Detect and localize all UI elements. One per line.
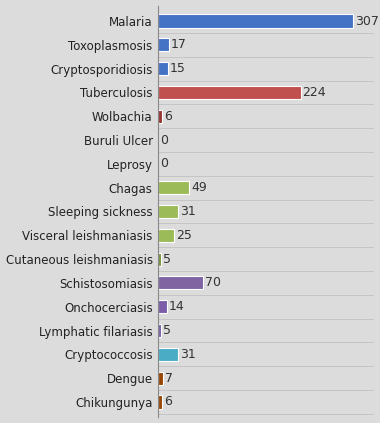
- Text: 307: 307: [355, 14, 379, 27]
- Bar: [158, 253, 162, 266]
- Bar: [158, 300, 167, 313]
- Text: 15: 15: [170, 62, 185, 75]
- Bar: [158, 276, 203, 289]
- Text: 5: 5: [163, 324, 171, 337]
- Text: 25: 25: [176, 229, 192, 242]
- Bar: [158, 62, 168, 75]
- Text: 31: 31: [180, 348, 196, 361]
- Bar: [158, 110, 162, 123]
- Bar: [158, 229, 174, 242]
- Text: 224: 224: [302, 86, 326, 99]
- Text: 49: 49: [191, 181, 207, 194]
- Text: 6: 6: [164, 110, 172, 123]
- Text: 7: 7: [165, 372, 173, 385]
- Bar: [158, 372, 163, 385]
- Text: 0: 0: [160, 134, 168, 147]
- Text: 70: 70: [205, 276, 221, 289]
- Bar: [158, 324, 162, 337]
- Bar: [158, 348, 178, 361]
- Bar: [158, 396, 162, 409]
- Bar: [158, 181, 189, 194]
- Bar: [158, 205, 178, 218]
- Bar: [158, 14, 353, 27]
- Text: 31: 31: [180, 205, 196, 218]
- Text: 0: 0: [160, 157, 168, 170]
- Bar: [158, 38, 169, 51]
- Text: 5: 5: [163, 253, 171, 266]
- Bar: [158, 86, 301, 99]
- Text: 6: 6: [164, 396, 172, 409]
- Text: 14: 14: [169, 300, 185, 313]
- Text: 17: 17: [171, 38, 187, 51]
